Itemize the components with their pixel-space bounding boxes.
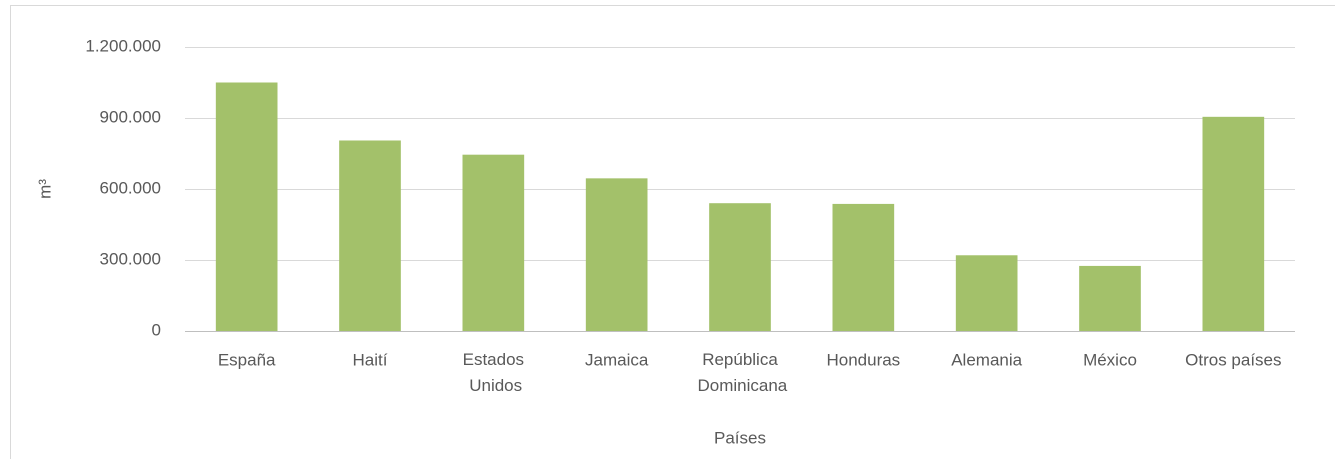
y-tick-label: 1.200.000 — [85, 36, 161, 55]
bar — [215, 82, 278, 331]
x-tick-label: Honduras — [826, 350, 900, 369]
y-tick-label: 600.000 — [100, 178, 161, 197]
bar — [955, 255, 1018, 331]
y-tick-label: 0 — [152, 320, 161, 339]
x-axis-label: Países — [714, 428, 766, 447]
y-tick-label: 900.000 — [100, 107, 161, 126]
x-tick-label: Jamaica — [585, 350, 649, 369]
bar — [832, 203, 895, 331]
y-tick-label: 300.000 — [100, 249, 161, 268]
bar — [1079, 265, 1141, 331]
x-tick-label: República Dominicana — [693, 350, 788, 395]
bar — [462, 154, 525, 331]
x-tick-label: Otros países — [1185, 350, 1281, 369]
bar — [339, 140, 401, 331]
bar — [585, 178, 648, 331]
x-tick-label: España — [218, 350, 276, 369]
chart-frame — [10, 5, 1335, 459]
x-tick-label: Haití — [353, 350, 388, 369]
y-axis-label: m³ — [35, 179, 54, 199]
bar — [709, 203, 771, 331]
x-tick-label: Alemania — [951, 350, 1022, 369]
x-tick-label: Estados Unidos — [463, 350, 524, 395]
x-tick-label: México — [1083, 350, 1137, 369]
bar — [1202, 116, 1265, 331]
